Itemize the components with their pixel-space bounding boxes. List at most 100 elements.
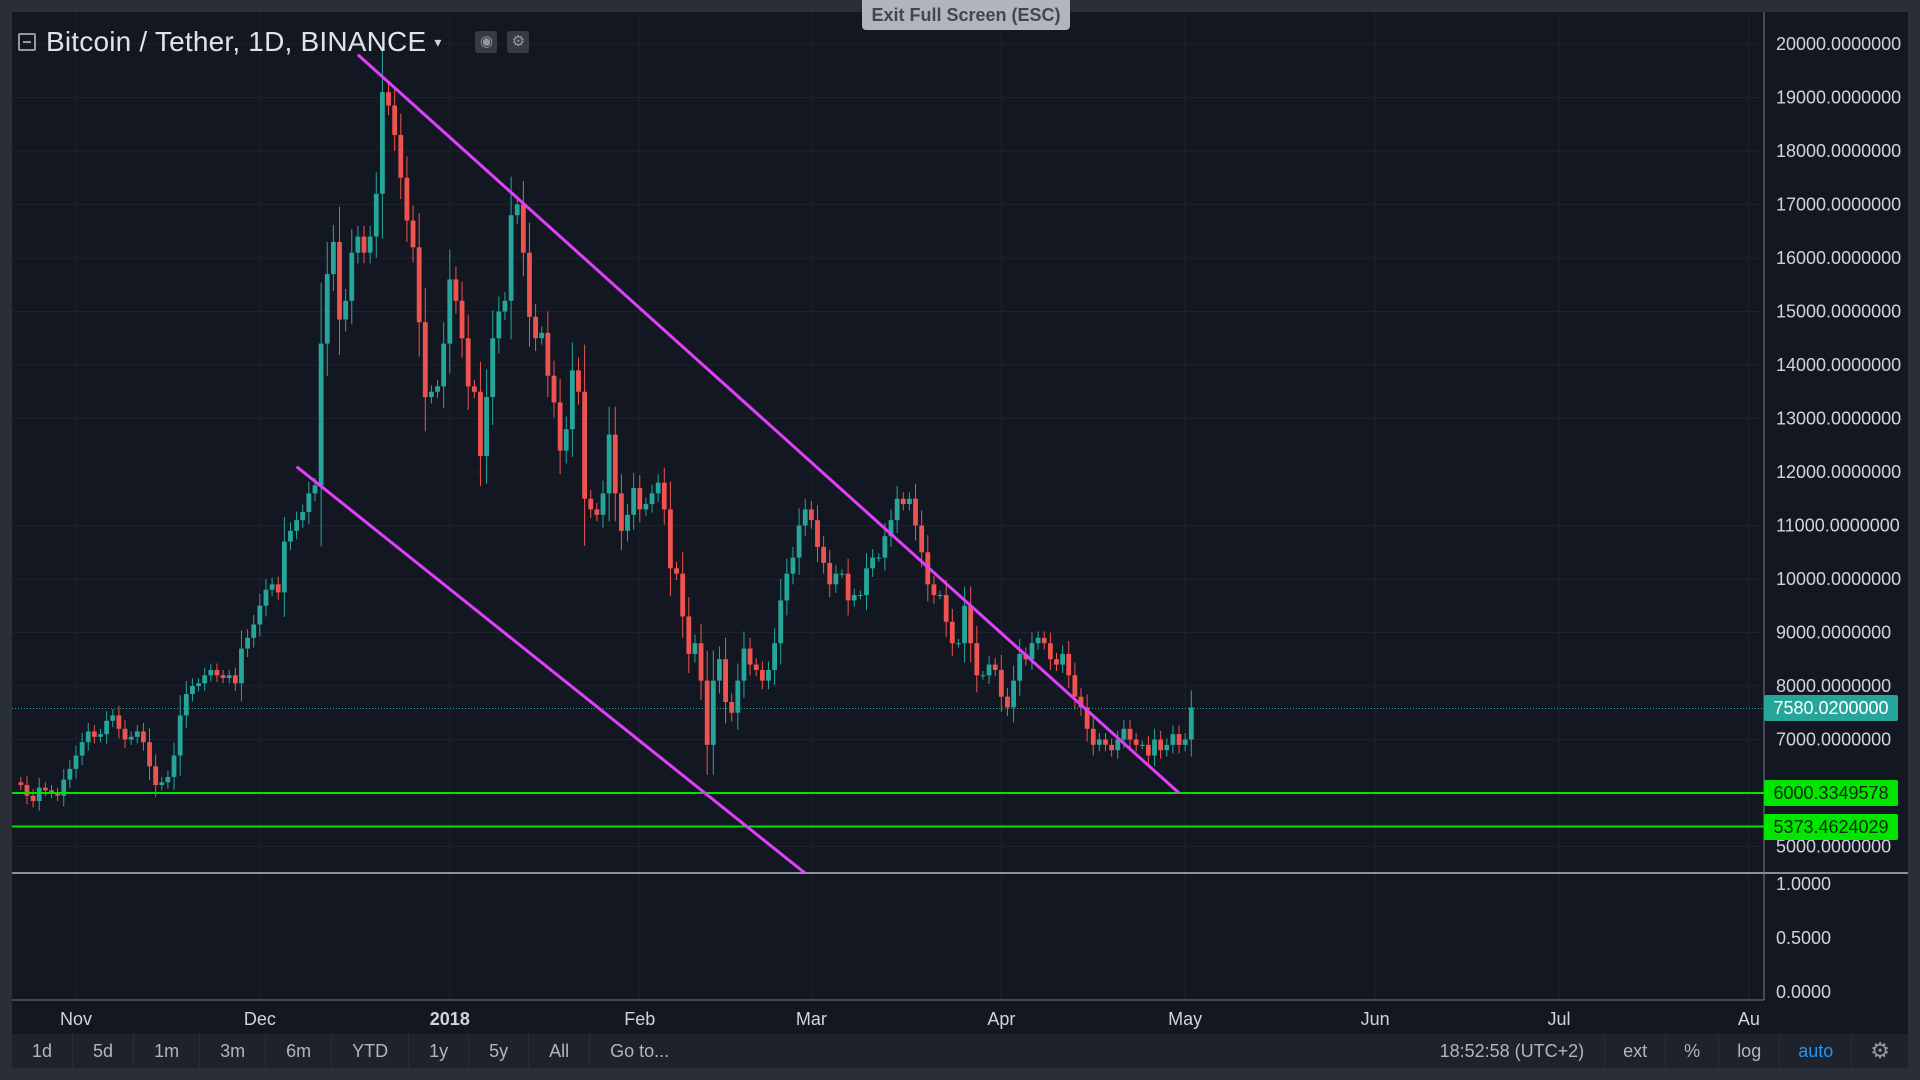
candle-body (183, 694, 189, 716)
range-button-5y[interactable]: 5y (469, 1034, 530, 1068)
candle-body (527, 252, 532, 317)
candle-body (422, 322, 428, 398)
symbol-title[interactable]: Bitcoin / Tether, 1D, BINANCE (46, 26, 427, 57)
candle (808, 500, 814, 529)
candle-body (1084, 707, 1090, 729)
candle-body (1096, 739, 1102, 745)
camera-icon[interactable]: ◉ (475, 31, 498, 53)
candle (171, 742, 177, 790)
gear-icon[interactable]: ⚙ (1851, 1034, 1908, 1068)
candle-body (441, 343, 447, 387)
candle-body (1109, 744, 1115, 751)
y-tick-label: 15000.0000000 (1776, 302, 1901, 322)
range-button-all[interactable]: All (529, 1034, 591, 1068)
candle-body (772, 643, 777, 670)
candle-body (637, 488, 643, 510)
candle-body (128, 736, 134, 740)
goto-button[interactable]: Go to... (610, 1041, 670, 1061)
chevron-down-icon[interactable]: ▾ (434, 33, 442, 50)
percent-button[interactable]: % (1665, 1034, 1718, 1068)
candle (318, 282, 324, 547)
candle (729, 693, 735, 722)
candle-body (1152, 739, 1157, 756)
candle (380, 47, 385, 239)
range-button-1d[interactable]: 1d (12, 1034, 74, 1068)
candle-body (294, 520, 300, 531)
candle (943, 580, 949, 637)
candle-body (349, 252, 355, 301)
exit-fullscreen-button[interactable]: Exit Full Screen (ESC) (862, 0, 1070, 30)
candle (1005, 688, 1010, 716)
gear-icon[interactable]: ⚙ (507, 31, 530, 53)
candle-body (269, 584, 275, 590)
candle (508, 176, 514, 340)
candle (723, 637, 728, 724)
candle (527, 222, 532, 347)
candle (704, 650, 710, 775)
candle-body (122, 728, 128, 740)
candle-body (330, 241, 336, 275)
candle-body (680, 573, 686, 617)
candle (778, 579, 784, 665)
range-button-ytd[interactable]: YTD (332, 1034, 410, 1068)
sub-pane-tick-label: 0.0000 (1776, 982, 1831, 1002)
candle (668, 481, 673, 597)
candle (870, 549, 876, 577)
candle-body (655, 482, 661, 494)
candle (245, 629, 250, 658)
collapse-legend-icon[interactable] (18, 33, 36, 51)
candle-body (355, 236, 361, 253)
candle-body (1017, 653, 1023, 681)
y-tick-label: 9000.0000000 (1776, 623, 1891, 643)
candle (416, 213, 422, 357)
range-button-5d[interactable]: 5d (73, 1034, 135, 1068)
candle-body (202, 675, 208, 684)
candle (655, 474, 661, 502)
range-button-1m[interactable]: 1m (134, 1034, 201, 1068)
candle (766, 661, 771, 690)
auto-button[interactable]: auto (1779, 1034, 1851, 1068)
candle-body (1029, 643, 1035, 660)
trendline[interactable] (356, 53, 1181, 795)
range-buttons: 1d 5d 1m 3m 6m YTD 1y 5y All (12, 1034, 591, 1068)
candle-body (1182, 739, 1188, 745)
candle (153, 754, 159, 797)
candle-body (582, 391, 588, 499)
candle-body (386, 92, 391, 106)
candle-body (796, 525, 802, 558)
candle (857, 590, 863, 600)
candle (1188, 690, 1194, 757)
log-button[interactable]: log (1718, 1034, 1779, 1068)
candle-body (821, 546, 827, 563)
clock-label[interactable]: 18:52:58 (UTC+2) (1439, 1041, 1585, 1061)
candle-body (398, 134, 404, 178)
candle (692, 634, 698, 663)
candle (1182, 733, 1188, 752)
range-button-1y[interactable]: 1y (409, 1034, 470, 1068)
candle-body (1005, 696, 1010, 708)
candle (612, 406, 618, 522)
candle (802, 498, 808, 537)
candle-body (692, 643, 698, 654)
candle-body (1158, 739, 1164, 751)
candle (147, 728, 152, 781)
trendline[interactable] (295, 465, 807, 874)
candle (876, 553, 882, 562)
candle (1041, 631, 1047, 650)
candle (569, 342, 575, 458)
candle (67, 760, 73, 789)
range-button-6m[interactable]: 6m (266, 1034, 333, 1068)
candle-body (919, 525, 925, 553)
candle (61, 768, 67, 807)
candle (300, 504, 306, 528)
candle-body (1041, 637, 1047, 644)
ext-button[interactable]: ext (1604, 1034, 1665, 1068)
candle (116, 705, 122, 739)
candle (649, 484, 655, 513)
range-button-3m[interactable]: 3m (200, 1034, 267, 1068)
candle (784, 558, 790, 616)
candle (18, 776, 24, 791)
chart-header: Bitcoin / Tether, 1D, BINANCE ▾ ◉ ⚙ (18, 24, 530, 60)
candle-body (563, 429, 569, 451)
